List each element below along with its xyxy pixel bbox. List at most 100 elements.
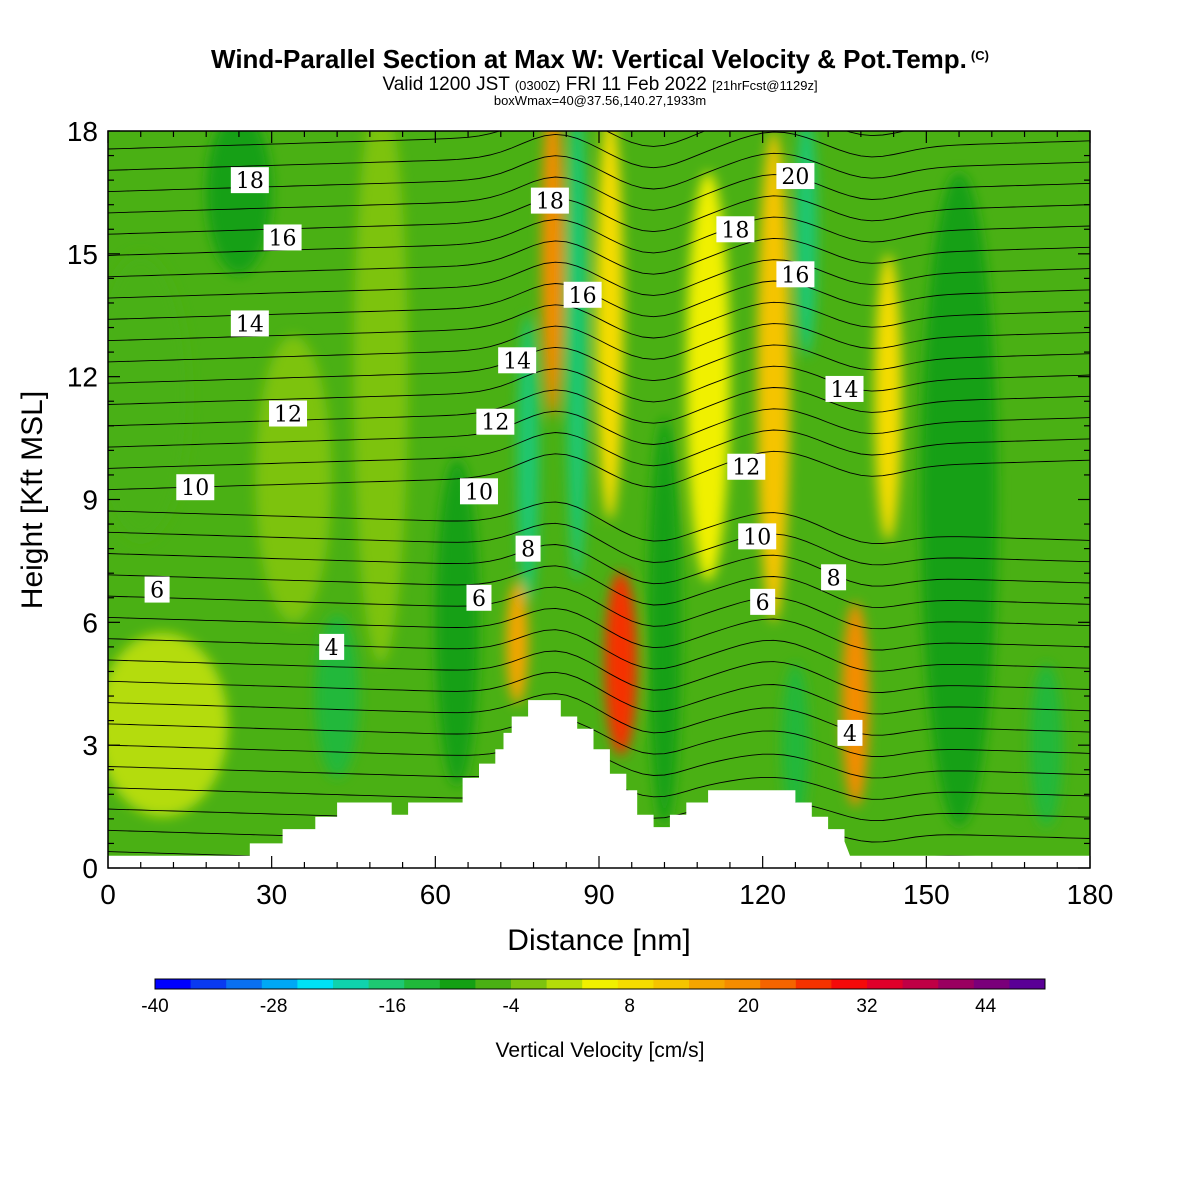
contour-label-box [716, 216, 755, 243]
colorbar-swatch [190, 979, 227, 989]
colorbar-swatch [297, 979, 334, 989]
isentrope [108, 237, 1090, 278]
colorbar-tick-label: 8 [624, 996, 635, 1017]
contour-label-box [269, 400, 308, 427]
contour-label-text: 18 [236, 169, 264, 194]
colorbar: -40 -28 -16 -4 8 20 32 44 [141, 978, 1046, 1017]
isentrope [108, 717, 1090, 757]
contour-label: 12 [269, 400, 308, 428]
colorbar-tick-label: 20 [738, 996, 759, 1017]
contour-label-text: 20 [781, 165, 809, 190]
velocity-cell [435, 458, 479, 787]
contour-label-text: 6 [756, 591, 770, 616]
velocity-cell [874, 253, 902, 541]
colorbar-swatch [439, 979, 476, 989]
colorbar-frame [154, 978, 1046, 990]
colorbar-swatch [226, 979, 263, 989]
contour-label-box [476, 408, 515, 435]
isentrope [108, 323, 1090, 363]
colorbar-swatch [368, 979, 405, 989]
contour-label-box [263, 224, 302, 251]
colorbar-tick-label: 44 [975, 996, 997, 1017]
contour-label-box [776, 261, 815, 288]
isentrope [108, 693, 1090, 736]
colorbar-swatch [831, 979, 868, 989]
isentrope [108, 408, 1090, 448]
colorbar-swatch [867, 979, 904, 989]
colorbar-swatch [724, 979, 761, 989]
y-tick-label: 3 [82, 730, 98, 761]
valid-utc: (0300Z) [514, 78, 561, 93]
velocity-cells [108, 131, 1063, 828]
colorbar-swatch [582, 979, 619, 989]
contour-label-text: 8 [521, 538, 535, 563]
y-axis: 0 3 6 9 12 15 18 [67, 116, 1090, 884]
x-tick-label: 0 [100, 879, 116, 910]
contour-label-text: 8 [827, 566, 841, 591]
isentrope [108, 131, 1090, 171]
contour-label: 16 [776, 261, 815, 288]
valid-date: FRI 11 Feb 2022 [565, 74, 707, 95]
forecast-info: [21hrFcst@1129z] [712, 78, 818, 93]
x-tick-label: 180 [1067, 879, 1114, 910]
x-axis-label: Distance [nm] [507, 924, 690, 957]
isentrope [108, 429, 1090, 469]
contour-label: 20 [776, 163, 815, 190]
velocity-cell [353, 131, 409, 664]
contour-label: 18 [716, 216, 755, 243]
velocity-cell [781, 663, 810, 828]
contour-label: 8 [821, 564, 847, 591]
contour-label-text: 4 [325, 636, 339, 661]
x-tick-label: 90 [583, 879, 614, 910]
contour-label: 6 [750, 588, 776, 616]
x-axis: 0 30 60 90 120 150 180 [100, 131, 1113, 910]
y-tick-label: 15 [67, 239, 98, 270]
x-tick-label: 30 [256, 879, 287, 910]
plot-area: 18 16 14 12 10 6 4 18 16 14 12 10 8 6 18 20 16 14 12 10 8 6 4 [107, 130, 1091, 869]
colorbar-tick-label: -16 [379, 996, 406, 1017]
isentrope [108, 365, 1090, 405]
colorbar-label: Vertical Velocity [cm/s] [496, 1039, 705, 1062]
y-tick-label: 0 [82, 853, 98, 884]
colorbar-tick-label: -28 [260, 996, 287, 1017]
contour-label-box [750, 588, 776, 615]
potential-temperature-contours [108, 131, 1090, 868]
isentrope [108, 544, 1090, 587]
contour-label: 10 [176, 474, 215, 501]
contour-label-text: 14 [503, 349, 531, 374]
contour-label: 10 [738, 523, 777, 550]
contour-label-box [530, 187, 569, 214]
chart-subtitle: Valid 1200 JST (0300Z) FRI 11 Feb 2022 [… [0, 74, 1200, 96]
velocity-cell [506, 581, 529, 705]
contour-label: 14 [230, 310, 269, 337]
contour-label: 18 [230, 167, 269, 194]
contour-label-text: 18 [536, 190, 564, 215]
y-tick-label: 12 [67, 362, 98, 393]
colorbar-swatch [261, 979, 298, 989]
isentrope [108, 607, 1090, 651]
y-tick-label: 6 [82, 607, 98, 638]
contour-label: 18 [530, 187, 569, 215]
isentrope [108, 152, 1090, 193]
isentrope [108, 450, 1090, 491]
colorbar-swatch [511, 979, 548, 989]
x-tick-label: 150 [903, 879, 950, 910]
colorbar-swatch [546, 979, 583, 989]
contour-label-text: 12 [732, 456, 760, 481]
contour-label-box [230, 167, 269, 194]
contour-label-box [466, 584, 492, 611]
colorbar-tick-label: -40 [141, 996, 168, 1017]
contour-label: 6 [144, 576, 170, 604]
isentrope [108, 629, 1090, 672]
velocity-cell [108, 253, 190, 541]
contour-label-box [825, 375, 864, 402]
contour-label: 16 [263, 224, 302, 251]
colorbar-swatch [973, 979, 1010, 989]
contour-label: 8 [515, 535, 541, 563]
colorbar-swatch [475, 979, 512, 989]
isentrope [108, 216, 1090, 256]
contour-label-box [498, 347, 537, 374]
isentrope [108, 586, 1090, 630]
contour-label-box [144, 576, 170, 603]
velocity-cell [1029, 663, 1063, 828]
